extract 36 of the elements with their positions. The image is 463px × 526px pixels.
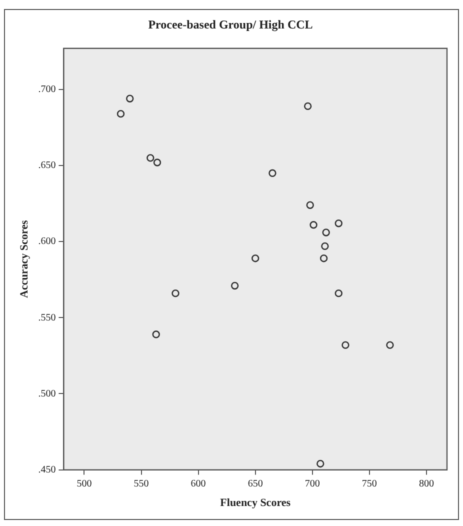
y-tick-label: .450 [38,464,56,476]
point [386,341,394,349]
point [316,460,324,468]
point [230,282,239,290]
chart-title: Procee-based Group/ High CCL [148,17,313,32]
x-tick-label: 700 [304,478,320,490]
point [126,94,134,102]
y-tick-label: .700 [38,84,56,96]
point [334,289,342,298]
y-tick-label: .550 [38,312,56,324]
point [268,169,276,177]
point [306,201,314,209]
x-axis-title: Fluency Scores [220,497,292,510]
point [116,110,125,118]
x-tick-label: 500 [76,478,92,490]
point [153,158,162,166]
x-tick-label: 650 [248,478,263,490]
x-tick-label: 750 [362,478,377,490]
point [310,221,318,229]
point [172,289,180,298]
y-tick-label: .650 [38,160,56,172]
point [304,102,312,110]
point [321,242,329,250]
point [252,254,260,262]
y-tick-label: .600 [38,236,56,248]
point [152,330,160,338]
point [322,228,330,236]
x-tick-label: 550 [134,478,149,490]
x-tick-label: 600 [190,478,206,490]
point [334,220,342,228]
y-tick-label: .500 [38,388,56,400]
point [342,341,350,349]
point [320,254,328,262]
x-tick-label: 800 [418,478,434,490]
y-axis-title: Accuracy Scores [18,220,30,298]
point [146,154,154,162]
